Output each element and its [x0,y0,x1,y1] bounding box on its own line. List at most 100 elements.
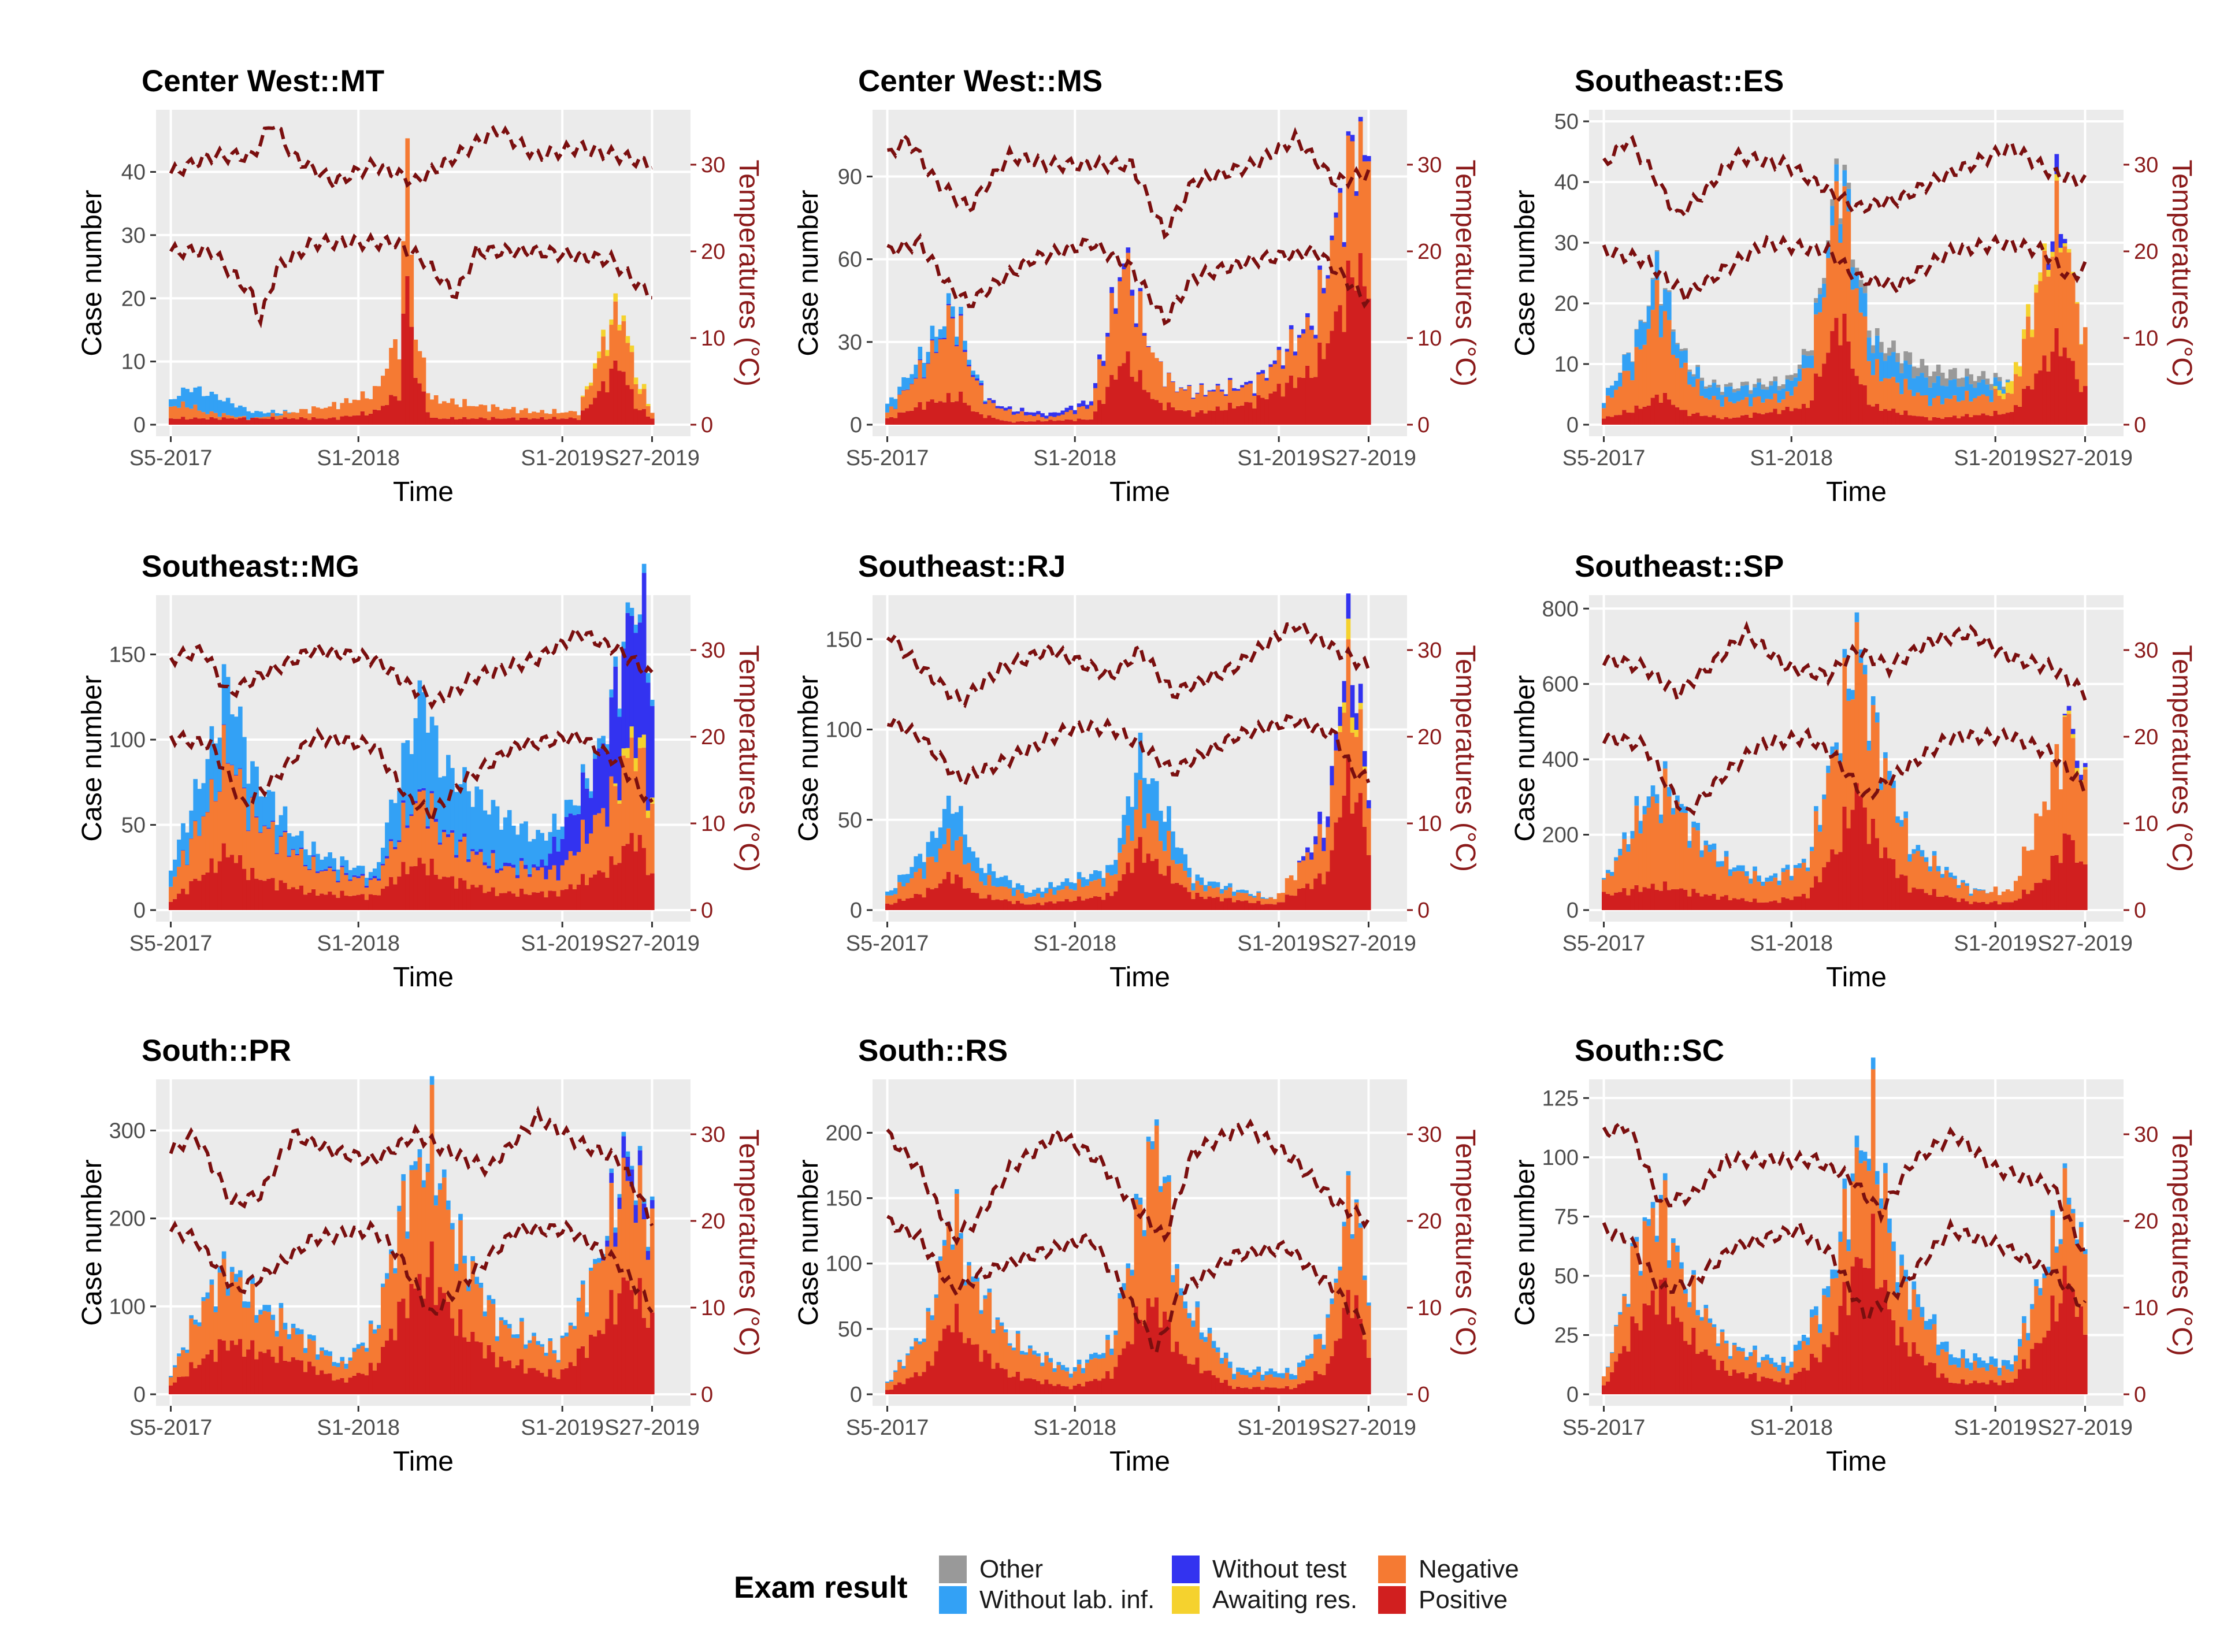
bar-negative [515,878,520,897]
bar-positive [1146,1298,1151,1394]
bar-negative [1232,896,1237,903]
bar-notest [1346,131,1351,136]
bar-positive [2038,882,2043,910]
bar-other [1944,378,1949,387]
bar-notest [950,317,955,319]
bar-nolab [1703,840,1709,845]
bar-negative [173,1367,177,1383]
bar-positive [1126,862,1131,910]
bar-positive [1326,871,1331,910]
bar-positive [1826,862,1831,910]
bar-positive [389,877,394,910]
bar-other [1765,387,1770,390]
bar-nolab [601,736,606,744]
bar-positive [515,420,520,425]
temperature-line-max [1602,135,2087,220]
bar-nolab [1830,1269,1835,1279]
bar-notest [405,825,410,828]
bar-notest [474,851,480,855]
bar-positive [2022,889,2026,910]
bar-negative [1179,388,1183,410]
bar-positive [1854,376,1859,425]
bar-positive [1765,1378,1770,1394]
bar-positive [1797,1372,1802,1394]
bar-negative [437,844,443,879]
bar-positive [1019,1380,1025,1394]
bar-positive [389,1328,394,1394]
bar-notest [979,383,984,385]
bar-negative [1113,1335,1118,1367]
bar-nolab [173,1365,177,1368]
bar-positive [299,417,304,425]
bar-positive [1146,392,1151,425]
bar-positive [307,1361,312,1394]
bar-positive [1366,1357,1371,1394]
bar-negative [1211,391,1216,411]
bar-negative [1015,889,1020,901]
bar-negative [1293,880,1298,896]
legend-item-without-test: Without test [1172,1554,1346,1584]
bar-nolab [1805,1337,1810,1345]
bar-negative [1322,851,1326,885]
bar-positive [1101,403,1106,425]
bar-nolab [1883,1163,1888,1174]
bar-nolab [1081,1368,1086,1373]
bar-positive [1606,416,1610,425]
bar-nolab [1928,1319,1933,1330]
bar-positive [1040,421,1045,425]
bar-negative [1716,1346,1721,1370]
bar-notest [1350,685,1355,718]
bar-negative [1989,892,1994,903]
bar-nolab [1740,865,1745,871]
bar-negative [1350,141,1355,277]
bar-negative [1215,887,1220,897]
bar-positive [437,879,443,910]
bar-negative [2034,1286,2039,1343]
bar-nolab [613,656,618,667]
bar-negative [217,417,222,420]
bar-negative [568,411,573,418]
bar-positive [474,1341,480,1394]
bar-negative [197,410,202,419]
bar-nolab [446,1200,451,1210]
bar-nolab [328,1351,332,1356]
bar-negative [1056,890,1061,901]
bar-nolab [1032,889,1037,897]
bar-positive [1675,889,1680,910]
bar-nolab [2022,1316,2026,1323]
bar-negative [1297,337,1302,378]
bar-nolab [1781,1356,1786,1363]
bar-positive [1911,1342,1917,1394]
bar-negative [2013,374,2018,406]
bar-negative [524,408,528,418]
bar-awaiting [2030,329,2035,337]
bar-nolab [250,761,255,797]
y-tick-label: 25 [1554,1323,1579,1347]
bar-positive [552,1377,557,1394]
bar-notest [1003,407,1008,411]
bar-negative [1167,830,1171,866]
bar-positive [2030,890,2035,910]
bar-negative [1019,893,1025,904]
bar-notest [446,834,451,837]
bar-positive [1048,1384,1053,1394]
bar-negative [1883,378,1888,409]
bar-negative [1122,269,1127,363]
bar-nolab [1236,890,1241,893]
bar-negative [1936,396,1941,418]
bar-notest [1040,413,1045,417]
bar-nolab [189,1315,194,1319]
bar-nolab [1928,866,1933,872]
bar-other [1728,383,1733,387]
bar-negative [201,412,206,418]
bar-positive [1789,900,1794,910]
bar-positive [1671,404,1676,425]
y-tick-label: 0 [133,413,146,437]
bar-negative [1874,359,1880,404]
bar-negative [1052,417,1057,421]
bar-nolab [242,407,247,416]
bar-positive [1113,891,1118,910]
bar-nolab [246,1301,251,1308]
bar-nolab [1015,1331,1020,1334]
bar-negative [417,351,422,384]
